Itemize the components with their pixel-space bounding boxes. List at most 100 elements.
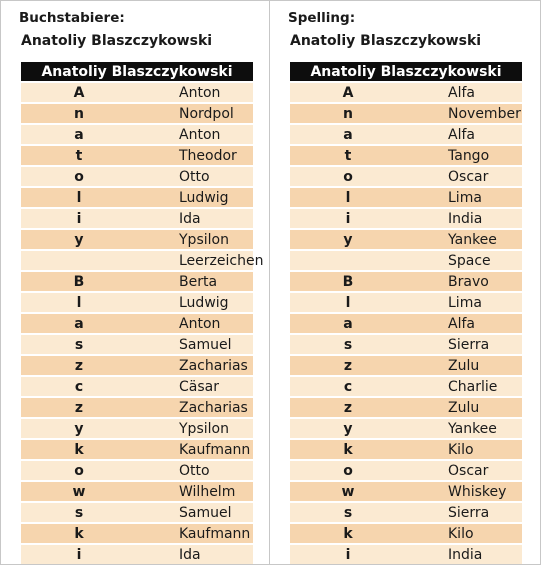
row-word: Oscar: [406, 167, 522, 186]
row-letter: t: [21, 146, 137, 165]
table-row: k Kilo: [290, 440, 522, 459]
row-word: Nordpol: [137, 104, 253, 123]
row-letter: z: [21, 356, 137, 375]
table-row: l Ludwig: [21, 293, 253, 312]
row-letter: s: [290, 335, 406, 354]
row-letter: l: [290, 293, 406, 312]
row-letter: k: [290, 440, 406, 459]
table-row: z Zulu: [290, 398, 522, 417]
table-row: i India: [290, 545, 522, 564]
table-row: a Anton: [21, 314, 253, 333]
row-word: Lima: [406, 188, 522, 207]
table-row: i Ida: [21, 209, 253, 228]
row-word: Berta: [137, 272, 253, 291]
table-row: c Cäsar: [21, 377, 253, 396]
table-row: B Berta: [21, 272, 253, 291]
row-letter: z: [290, 398, 406, 417]
spelling-table: Anatoliy Blaszczykowski A Anton n Nordpol a A…: [21, 60, 263, 566]
row-word: India: [406, 545, 522, 564]
row-letter: i: [290, 545, 406, 564]
row-word: Oscar: [406, 461, 522, 480]
table-row: s Sierra: [290, 335, 522, 354]
table-row: a Anton: [21, 125, 253, 144]
row-word: Ypsilon: [137, 230, 253, 249]
table-header: Anatoliy Blaszczykowski: [290, 62, 522, 81]
row-letter: z: [290, 356, 406, 375]
row-word: Anton: [137, 83, 253, 102]
row-letter: w: [290, 482, 406, 501]
table-row: w Whiskey: [290, 482, 522, 501]
row-letter: o: [21, 461, 137, 480]
table-row: s Samuel: [21, 503, 253, 522]
row-word: Tango: [406, 146, 522, 165]
row-word: Otto: [137, 167, 253, 186]
table-row: Space: [290, 251, 522, 270]
table-row: n November: [290, 104, 522, 123]
row-word: Whiskey: [406, 482, 522, 501]
row-word: Ludwig: [137, 188, 253, 207]
row-letter: t: [290, 146, 406, 165]
row-word: Alfa: [406, 125, 522, 144]
row-word: Sierra: [406, 335, 522, 354]
table-row: o Otto: [21, 461, 253, 480]
row-letter: y: [290, 419, 406, 438]
row-letter: o: [21, 167, 137, 186]
table-row: s Samuel: [21, 335, 253, 354]
row-word: Sierra: [406, 503, 522, 522]
row-letter: A: [21, 83, 137, 102]
table-header: Anatoliy Blaszczykowski: [21, 62, 253, 81]
row-letter: l: [21, 188, 137, 207]
table-row: z Zacharias: [21, 398, 253, 417]
row-letter: l: [21, 293, 137, 312]
row-letter: n: [21, 104, 137, 123]
row-word: Kilo: [406, 524, 522, 543]
row-letter: B: [21, 272, 137, 291]
row-letter: B: [290, 272, 406, 291]
row-word: India: [406, 209, 522, 228]
table-row: i Ida: [21, 545, 253, 564]
row-letter: k: [290, 524, 406, 543]
row-word: Theodor: [137, 146, 253, 165]
row-word: Wilhelm: [137, 482, 253, 501]
table-row: y Yankee: [290, 419, 522, 438]
row-letter: a: [290, 314, 406, 333]
row-letter: s: [21, 335, 137, 354]
table-row: l Lima: [290, 188, 522, 207]
row-word: Space: [406, 251, 522, 270]
table-row: w Wilhelm: [21, 482, 253, 501]
row-word: Anton: [137, 314, 253, 333]
table-row: a Alfa: [290, 314, 522, 333]
row-word: Lima: [406, 293, 522, 312]
row-word: Zulu: [406, 356, 522, 375]
table-row: z Zulu: [290, 356, 522, 375]
row-letter: k: [21, 440, 137, 459]
table-row: y Yankee: [290, 230, 522, 249]
table-row: k Kilo: [290, 524, 522, 543]
table-row: s Sierra: [290, 503, 522, 522]
row-word: Kilo: [406, 440, 522, 459]
row-word: Samuel: [137, 335, 253, 354]
row-letter: z: [21, 398, 137, 417]
row-letter: o: [290, 167, 406, 186]
row-word: Samuel: [137, 503, 253, 522]
row-letter: c: [21, 377, 137, 396]
table-row: Leerzeichen: [21, 251, 263, 270]
row-letter: y: [290, 230, 406, 249]
panel-heading: Buchstabiere:: [19, 10, 125, 26]
row-letter: k: [21, 524, 137, 543]
row-word: Anton: [137, 125, 253, 144]
row-word: Ypsilon: [137, 419, 253, 438]
row-word: Ludwig: [137, 293, 253, 312]
row-letter: s: [290, 503, 406, 522]
table-row: n Nordpol: [21, 104, 253, 123]
table-row: t Theodor: [21, 146, 253, 165]
spelled-name: Anatoliy Blaszczykowski: [21, 33, 213, 49]
row-word: Ida: [137, 545, 253, 564]
row-word: Cäsar: [137, 377, 253, 396]
table-row: l Lima: [290, 293, 522, 312]
row-letter: A: [290, 83, 406, 102]
table-row: y Ypsilon: [21, 230, 253, 249]
table-row: z Zacharias: [21, 356, 253, 375]
table-row: l Ludwig: [21, 188, 253, 207]
table-row: B Bravo: [290, 272, 522, 291]
